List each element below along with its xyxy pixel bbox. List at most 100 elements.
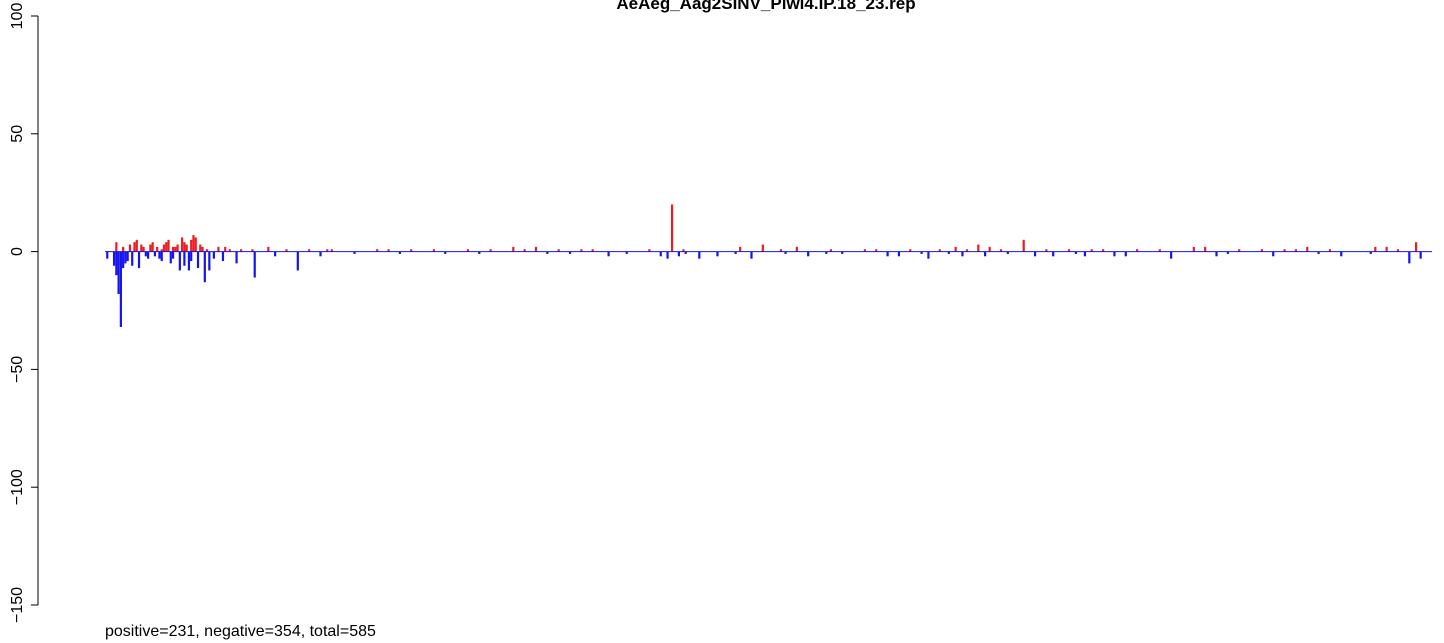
bar-negative [1272,251,1275,257]
y-tick-label: 0 [9,247,26,256]
bar-positive [135,239,138,252]
bar-negative [117,251,120,295]
bar-positive [176,244,179,252]
bar-negative [825,251,828,254]
bar-positive [988,246,991,252]
bar-positive [591,249,594,252]
bar-negative [961,251,964,257]
bar-positive [217,246,220,252]
bar-negative [144,251,147,257]
bar-positive [285,249,288,252]
bar-positive [1238,249,1241,252]
bar-positive [512,246,515,252]
y-tick-label: 50 [9,125,26,143]
bar-negative [666,251,669,259]
bar-positive [326,249,329,252]
bar-negative [625,251,628,254]
bar-positive [682,249,685,252]
bar-positive [648,249,651,252]
bar-negative [169,251,172,264]
bar-positive [1283,249,1286,252]
bar-negative [126,251,129,262]
count-annotation: positive=231, negative=354, total=585 [105,623,376,640]
bar-negative [253,251,256,278]
bar-positive [466,249,470,252]
bar-positive [156,246,159,252]
bar-positive [228,249,231,252]
bar-negative [137,251,141,269]
bar-negative [1215,251,1218,257]
bar-positive [224,246,227,252]
bar-positive [1136,249,1139,252]
bar-negative [158,251,161,259]
bar-positive [1158,249,1161,252]
bar-negative [1408,251,1411,264]
bar-positive [1260,249,1263,252]
bar-negative [183,251,186,266]
bar-positive [1045,249,1048,252]
bar-negative [212,251,215,259]
bar-positive [1022,239,1025,252]
bar-positive [761,244,764,252]
bar-negative [698,251,701,259]
bar-positive [1294,249,1297,252]
bar-negative [478,251,481,254]
y-tick-label: −100 [9,469,26,505]
bar-positive [1328,249,1332,252]
bar-negative [153,251,157,257]
bar-positive [410,249,413,252]
bar-negative [1317,251,1320,254]
bar-negative [146,251,150,259]
bar-negative [190,251,193,262]
chart-title: AeAeg_Aag2SINV_Piwi4.IP.18_23.rep [616,0,915,13]
bar-negative [947,251,950,254]
y-tick-label: −150 [9,587,26,623]
bar-negative [187,251,191,271]
bar-negative [1170,251,1173,259]
bar-negative [659,251,662,257]
bar-positive [795,246,798,252]
bar-negative [122,251,125,269]
bar-positive [149,244,152,252]
bar-positive [185,244,188,252]
y-tick-label: −50 [9,356,26,383]
bar-positive [133,242,136,252]
bar-negative [1006,251,1009,254]
bar-negative [1083,251,1087,257]
bar-positive [1415,242,1418,252]
bar-negative [1226,251,1229,254]
bar-negative [115,251,118,276]
bar-negative [112,251,116,266]
bar-negative [784,251,787,254]
bar-negative [203,251,206,283]
bar-positive [122,246,125,252]
bar-positive [171,246,175,252]
bar-positive [670,204,674,252]
bar-negative [1033,251,1037,257]
bar-positive [1306,246,1309,252]
bar-negative [106,251,109,259]
bar-positive [534,246,538,252]
bar-negative [677,251,680,257]
bar-negative [750,251,753,259]
bar-negative [353,251,356,254]
bar-negative [684,251,687,254]
bar-positive [1396,249,1400,252]
bar-negative [274,251,277,257]
bar-negative [319,251,322,257]
bar-positive [1374,246,1377,252]
bar-positive [201,246,204,252]
bar-positive [1204,246,1207,252]
bar-negative [221,251,225,262]
bar-negative [897,251,901,257]
bar-positive [128,244,132,252]
bar-positive [954,246,957,252]
bar-positive [174,246,177,252]
bar-negative [1419,251,1422,259]
bar-positive [977,244,980,252]
bar-positive [523,249,526,252]
bar-negative [398,251,401,254]
bar-positive [183,242,186,252]
bar-positive [580,249,583,252]
